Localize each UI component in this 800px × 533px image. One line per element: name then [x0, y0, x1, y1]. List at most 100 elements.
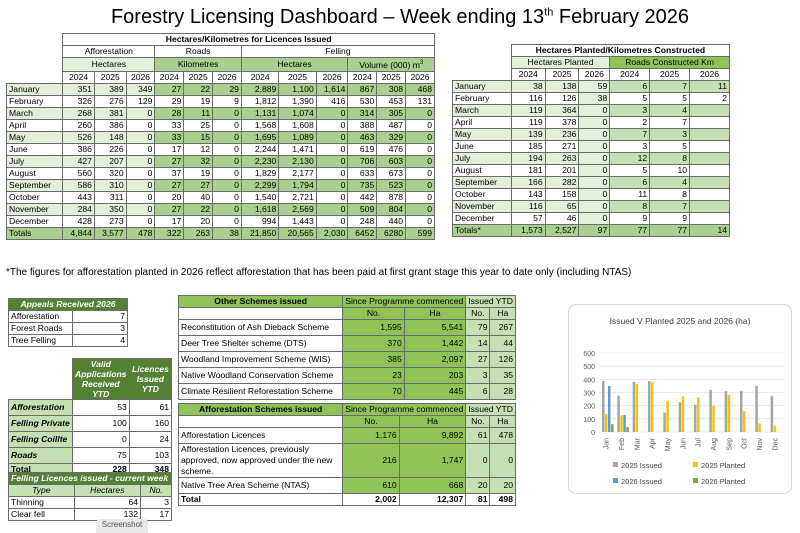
cell: 1,131: [240, 106, 280, 120]
x-tick: May: [665, 438, 672, 452]
x-tick: Mar: [634, 437, 641, 450]
cell: 2,889: [240, 82, 280, 96]
scheme-value: 2,097: [403, 351, 467, 368]
bar: [727, 394, 731, 432]
bar: [620, 415, 623, 432]
scheme-value: 9,892: [398, 427, 467, 444]
x-tick: Sep: [726, 438, 733, 451]
totals-label: Totals: [5, 226, 64, 240]
scheme-value: 61: [465, 427, 491, 444]
cell: 386: [62, 142, 95, 156]
scheme-value: 20: [489, 477, 516, 494]
table-row: November 284 350 0 27 22 0 1,618 2,569 0 509 804 0: [5, 202, 435, 216]
cell: 0: [578, 152, 611, 165]
bar: [623, 415, 626, 432]
table-row: July 427 207 0 27 32 0 2,230 2,130 0 706 603 0: [5, 154, 435, 168]
afforestation-schemes-table: Afforestation Schemes issued Since Progr…: [177, 403, 516, 506]
cell: 0: [578, 212, 611, 225]
table-row: January 38 138 59 6 7 11: [452, 80, 730, 93]
total-cell: 599: [405, 226, 435, 240]
felling-count: 3: [140, 496, 172, 509]
screenshot-tab[interactable]: Screenshot: [96, 519, 148, 533]
cell: 2,299: [240, 178, 280, 192]
cell: 0: [405, 106, 435, 120]
felling-row: Clear fell 132 17: [8, 508, 172, 521]
cell: 1,471: [278, 142, 317, 156]
bar: [681, 396, 685, 432]
bar: [617, 395, 620, 432]
cell: 386: [93, 118, 127, 132]
year-header: 2026: [212, 70, 242, 84]
month-label: March: [452, 104, 512, 117]
application-row: Afforestation 53 61: [8, 399, 173, 416]
cell: 7: [649, 116, 691, 129]
table-header: Hectares/Kilometres for Licences Issued: [62, 33, 435, 46]
cell: 381: [93, 106, 127, 120]
cell: 17: [154, 142, 185, 156]
cell: 2: [609, 116, 651, 129]
cell: 1,614: [315, 82, 349, 96]
total-cell: 77: [649, 224, 691, 237]
cell: 0: [125, 202, 156, 216]
cell: 735: [347, 178, 378, 192]
year-header: 2024: [347, 70, 378, 84]
cell: 4: [649, 104, 691, 117]
cell: 0: [125, 178, 156, 192]
valid-applications: 53: [71, 399, 130, 416]
cell: 207: [93, 154, 127, 168]
cell: 3: [649, 128, 691, 141]
bar: [635, 384, 639, 432]
cell: 0: [578, 116, 611, 129]
cell: 0: [578, 176, 611, 189]
cell: 364: [544, 104, 580, 117]
cell: 10: [649, 164, 691, 177]
cell: 0: [212, 106, 242, 120]
cell: 1,794: [278, 178, 317, 192]
cell: 0: [405, 190, 435, 204]
scheme-value: 203: [403, 367, 467, 384]
totals-label: Totals*: [452, 224, 512, 237]
cell: 5: [649, 92, 691, 105]
cell: 329: [376, 130, 407, 144]
total-cell: 2,527: [544, 224, 580, 237]
licences-issued: 103: [128, 447, 173, 464]
total-cell: 3,577: [93, 226, 127, 240]
scheme-value: 0: [465, 443, 491, 478]
legend-swatch: [693, 462, 698, 467]
total-cell: 97: [578, 224, 611, 237]
x-tick: Jan: [604, 438, 611, 449]
scheme-value: 3: [465, 367, 491, 384]
cell: 0: [125, 118, 156, 132]
table-row: May 526 148 0 33 15 0 1,695 1,089 0 463 329 0: [5, 130, 435, 144]
cell: 603: [376, 154, 407, 168]
scheme-value: 35: [489, 367, 516, 384]
cell: 276: [93, 94, 127, 108]
total-cell: 81: [465, 493, 491, 506]
cell: 1,618: [240, 202, 280, 216]
table-row: March 268 381 0 28 11 0 1,131 1,074 0 314 305 0: [5, 106, 435, 120]
cell: 0: [405, 130, 435, 144]
cell: 2,177: [278, 166, 317, 180]
cell: 0: [212, 118, 242, 132]
cell: 1,568: [240, 118, 280, 132]
totals-row: Totals 4,844 3,577 478 322 263 38 21,850 20,565 2…: [5, 226, 435, 240]
cell: 0: [315, 118, 349, 132]
cell: 33: [154, 130, 185, 144]
cell: 29: [212, 82, 242, 96]
table-row: August 560 320 0 37 19 0 1,829 2,177 0 633 673 0: [5, 166, 435, 180]
bar: [651, 382, 654, 432]
table-row: July 194 263 0 12 8: [452, 152, 730, 165]
month-label: June: [5, 142, 64, 156]
scheme-name: Native Tree Area Scheme (NTAS): [177, 477, 344, 494]
scheme-value: 216: [342, 443, 400, 478]
cell: 27: [154, 202, 185, 216]
total-cell: 498: [489, 493, 516, 506]
application-row: Felling Coillte 0 24: [8, 431, 173, 448]
year-header: 2024: [510, 68, 546, 81]
scheme-name: Afforestation Licences: [177, 427, 344, 444]
cell: 116: [510, 92, 546, 105]
year-header: 2025: [544, 68, 580, 81]
cell: 15: [183, 130, 214, 144]
cell: 7: [609, 128, 651, 141]
appeal-value: 4: [72, 334, 128, 347]
